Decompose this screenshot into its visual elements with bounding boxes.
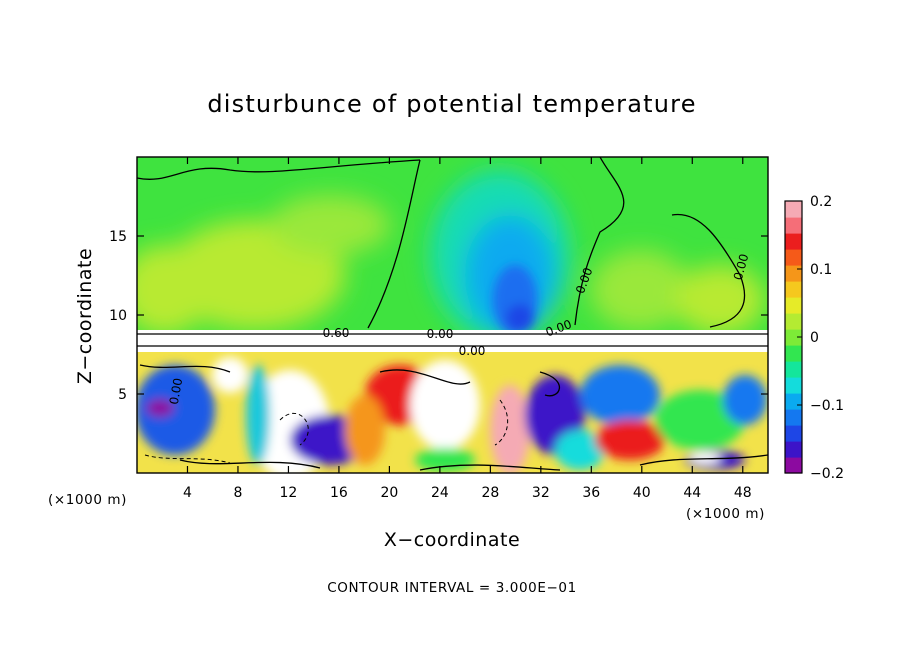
x-unit-right: (×1000 m) bbox=[686, 506, 765, 522]
colorbar-swatch bbox=[785, 441, 802, 458]
x-tick-label: 4 bbox=[183, 485, 192, 501]
colorbar-swatch bbox=[785, 249, 802, 266]
contour-label: 0.00 bbox=[459, 344, 486, 358]
colorbar-tick-label: −0.2 bbox=[810, 466, 844, 482]
colorbar-swatch bbox=[785, 217, 802, 234]
x-tick-label: 16 bbox=[330, 485, 348, 501]
colorbar-swatch bbox=[785, 281, 802, 298]
colorbar-tick-label: 0 bbox=[810, 330, 819, 346]
colorbar-swatch bbox=[785, 233, 802, 250]
colorbar-swatch bbox=[785, 313, 802, 330]
y-ticks: 5 10 15 bbox=[109, 229, 768, 403]
colorbar-swatch bbox=[785, 409, 802, 426]
colorbar-tick-label: 0.1 bbox=[810, 262, 832, 278]
x-tick-label: 44 bbox=[683, 485, 701, 501]
colorbar: −0.2 −0.1 0 0.1 0.2 bbox=[784, 194, 844, 482]
colorbar-swatch bbox=[785, 377, 802, 394]
colorbar-swatch bbox=[785, 265, 802, 282]
x-tick-label: 48 bbox=[734, 485, 752, 501]
x-tick-label: 24 bbox=[431, 485, 449, 501]
contour-label: 0.00 bbox=[427, 327, 454, 341]
contour-interval: CONTOUR INTERVAL = 3.000E−01 bbox=[327, 580, 577, 596]
x-tick-label: 40 bbox=[633, 485, 651, 501]
colorbar-swatch bbox=[785, 201, 802, 218]
colorbar-tick-label: −0.1 bbox=[810, 398, 844, 414]
chart-title: disturbunce of potential temperature bbox=[207, 90, 696, 118]
colorbar-swatch bbox=[785, 361, 802, 378]
colorbar-tick-label: 0.2 bbox=[810, 194, 832, 210]
x-tick-label: 8 bbox=[233, 485, 242, 501]
x-ticks: 4 8 12 16 20 24 28 32 36 40 44 48 bbox=[183, 157, 752, 501]
colorbar-swatch bbox=[785, 329, 802, 346]
x-tick-label: 12 bbox=[280, 485, 298, 501]
y-tick-label: 15 bbox=[109, 229, 127, 245]
colorbar-swatch bbox=[785, 345, 802, 362]
y-tick-label: 10 bbox=[109, 308, 127, 324]
contour-lines bbox=[137, 157, 768, 471]
x-axis-label: X−coordinate bbox=[384, 529, 520, 551]
colorbar-swatch bbox=[785, 297, 802, 314]
x-tick-label: 36 bbox=[582, 485, 600, 501]
heatmap-field bbox=[137, 157, 768, 473]
x-tick-label: 20 bbox=[380, 485, 398, 501]
contour-label: 0.00 bbox=[167, 377, 185, 406]
y-tick-label: 5 bbox=[118, 387, 127, 403]
dashed-contours bbox=[144, 399, 509, 464]
x-unit-left: (×1000 m) bbox=[48, 492, 127, 508]
colorbar-swatch bbox=[785, 457, 802, 474]
contour-label: 0.00 bbox=[731, 252, 751, 281]
x-tick-label: 28 bbox=[481, 485, 499, 501]
colorbar-swatch bbox=[785, 393, 802, 410]
contour-label: 0.60 bbox=[323, 326, 350, 340]
colorbar-swatch bbox=[785, 425, 802, 442]
x-tick-label: 32 bbox=[532, 485, 550, 501]
lower-anomalies bbox=[137, 357, 767, 473]
y-axis-label: Z−coordinate bbox=[74, 248, 96, 384]
